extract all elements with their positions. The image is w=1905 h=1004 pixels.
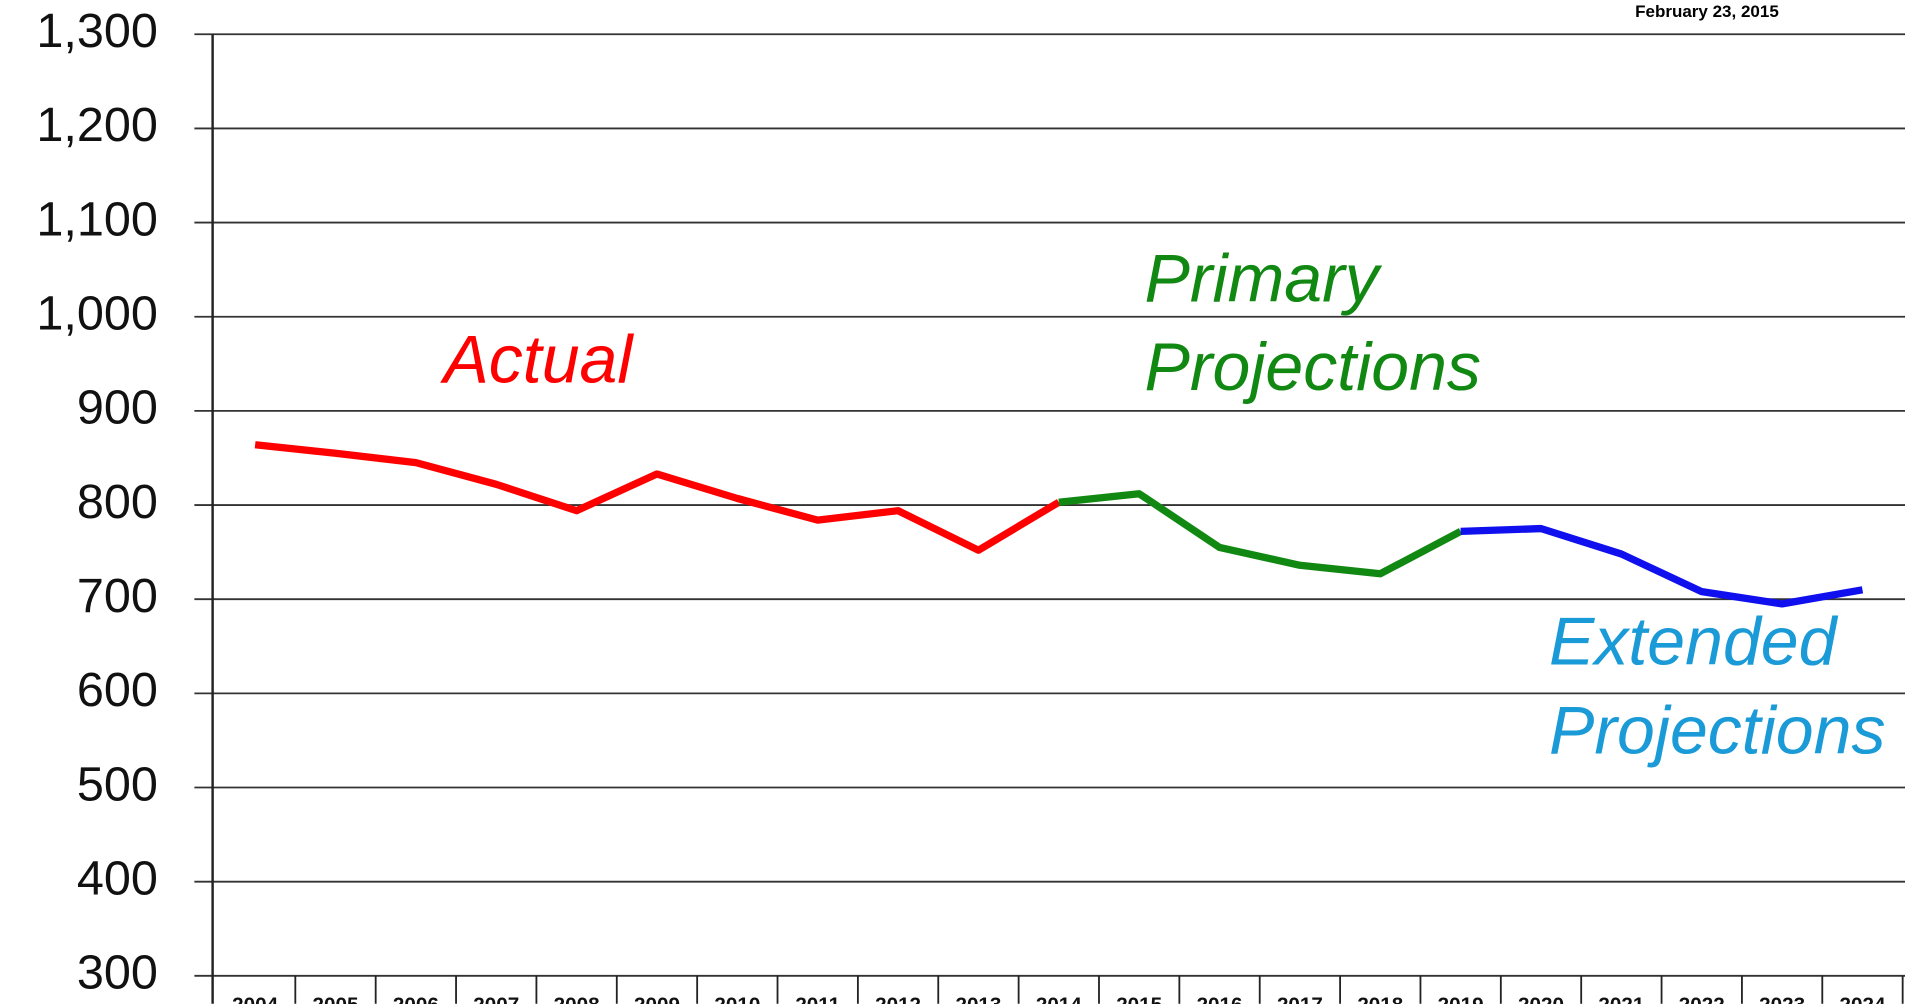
x-tick-label: 2004 <box>232 994 278 1004</box>
y-tick-label: 1,300 <box>36 4 158 58</box>
series-annotation: Primary Projections <box>1144 240 1480 405</box>
x-tick-label: 2013 <box>955 994 1001 1004</box>
y-tick-label: 1,100 <box>36 192 158 246</box>
series-line <box>1058 490 1463 578</box>
x-tick-label: 2005 <box>313 994 359 1004</box>
chart-subtitle: February 23, 2015 <box>1635 2 1779 21</box>
y-tick-label: 400 <box>77 851 158 905</box>
x-tick-label: 2009 <box>634 994 680 1004</box>
series-annotation: Actual <box>439 322 634 398</box>
y-tick-label: 900 <box>77 381 158 435</box>
x-tick-label: 2020 <box>1518 994 1564 1004</box>
x-tick-label: 2010 <box>714 994 760 1004</box>
y-tick-label: 1,200 <box>36 98 158 152</box>
y-tick-label: 300 <box>77 946 158 1000</box>
y-tick-label: 1,000 <box>36 287 158 341</box>
x-tick-label: 2008 <box>554 994 600 1004</box>
x-tick-label: 2007 <box>473 994 519 1004</box>
x-tick-label: 2012 <box>875 994 921 1004</box>
x-tick-label: 2011 <box>795 994 840 1004</box>
x-tick-label: 2022 <box>1679 994 1725 1004</box>
series-line <box>1460 524 1864 608</box>
x-tick-label: 2018 <box>1357 994 1403 1004</box>
series-annotation: Extended Projections <box>1549 604 1885 769</box>
x-tick-label: 2017 <box>1277 994 1323 1004</box>
x-tick-label: 2019 <box>1438 994 1484 1004</box>
y-tick-label: 500 <box>77 757 158 811</box>
y-tick-label: 700 <box>77 569 158 623</box>
x-tick-label: 2024 <box>1840 994 1886 1004</box>
y-tick-label: 800 <box>77 475 158 529</box>
series-line <box>254 441 1061 554</box>
x-tick-label: 2006 <box>393 994 439 1004</box>
x-tick-label: 2016 <box>1197 994 1243 1004</box>
x-tick-label: 2021 <box>1598 994 1644 1004</box>
x-tick-label: 2015 <box>1116 994 1162 1004</box>
x-tick-label: 2014 <box>1036 994 1082 1004</box>
y-tick-label: 600 <box>77 663 158 717</box>
x-tick-label: 2023 <box>1759 994 1805 1004</box>
